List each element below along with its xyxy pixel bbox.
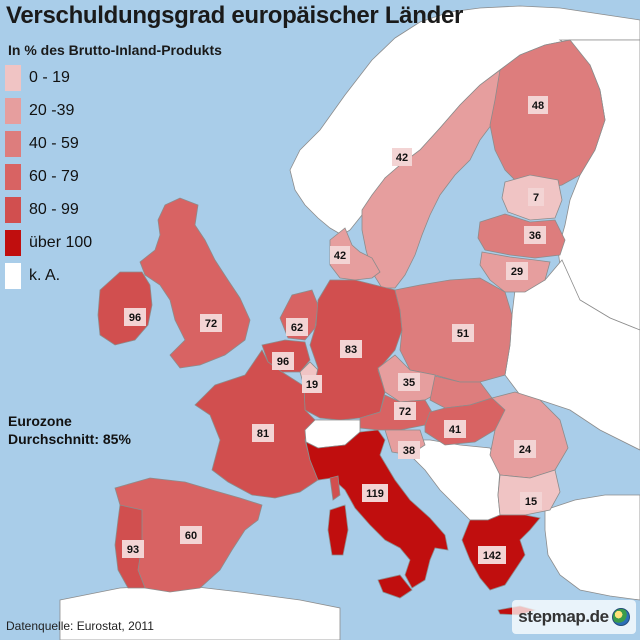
legend-item: 20 -39 [5,97,92,125]
label-latvia: 36 [529,230,541,242]
label-sweden: 42 [396,152,408,164]
legend-item: 60 - 79 [5,163,92,191]
label-poland: 51 [457,328,469,340]
label-netherlands: 62 [291,322,303,334]
legend-swatch [5,263,21,289]
label-portugal: 93 [127,544,139,556]
label-ireland: 96 [129,312,141,324]
legend-swatch [5,98,21,124]
legend: 0 - 19 20 -39 40 - 59 60 - 79 80 - 99 üb… [5,64,92,295]
label-finland: 48 [532,100,544,112]
label-belgium: 96 [277,356,289,368]
globe-icon [611,608,630,626]
label-bulgaria: 15 [525,496,537,508]
legend-label: 0 - 19 [29,69,70,86]
legend-label: über 100 [29,234,93,251]
label-lithuania: 29 [511,266,523,278]
legend-label: 60 - 79 [29,168,79,185]
logo-text: stepmap.de [518,607,609,626]
legend-label: 20 -39 [29,102,75,119]
label-luxembourg: 19 [306,379,318,391]
legend-swatch [5,230,21,256]
label-spain: 60 [185,530,197,542]
legend-item: 40 - 59 [5,130,92,158]
label-germany: 83 [345,344,357,356]
legend-swatch [5,197,21,223]
label-slovenia: 38 [403,445,415,457]
stepmap-logo[interactable]: stepmap.de [512,600,636,634]
legend-swatch [5,131,21,157]
legend-swatch [5,164,21,190]
map-title: Verschuldungsgrad europäischer Länder [6,2,464,29]
label-uk: 72 [205,318,217,330]
legend-swatch [5,65,21,91]
value-labels: 48 42 7 36 29 42 96 72 62 96 19 83 51 35… [122,96,548,564]
country-italy [305,429,449,589]
label-france: 81 [257,428,269,440]
label-romania: 24 [519,444,532,456]
source-credit: Datenquelle: Eurostat, 2011 [6,619,154,633]
country-corsica [329,475,341,501]
country-sicily [377,574,413,599]
note-line-2: Durchschnitt: 85% [8,431,131,447]
legend-label: k. A. [29,267,61,284]
legend-item: 80 - 99 [5,196,92,224]
eurozone-note: Eurozone Durchschnitt: 85% [8,412,131,448]
label-greece: 142 [483,550,501,562]
legend-item: k. A. [5,262,92,290]
label-italy: 119 [366,488,384,500]
country-latvia [477,213,566,259]
note-line-1: Eurozone [8,413,72,429]
label-hungary: 41 [449,424,461,436]
label-czechia: 35 [403,377,415,389]
country-uk [139,197,251,369]
country-finland [489,39,606,191]
land-turkey [544,494,640,601]
legend-label: 40 - 59 [29,135,79,152]
country-sardinia [327,504,349,556]
legend-item: 0 - 19 [5,64,92,92]
legend-label: 80 - 99 [29,201,79,218]
label-denmark: 42 [334,250,346,262]
legend-item: über 100 [5,229,92,257]
label-estonia: 7 [533,192,539,204]
country-denmark [329,227,381,281]
label-austria: 72 [399,406,411,418]
map-subtitle: In % des Brutto-Inland-Produkts [8,42,222,58]
